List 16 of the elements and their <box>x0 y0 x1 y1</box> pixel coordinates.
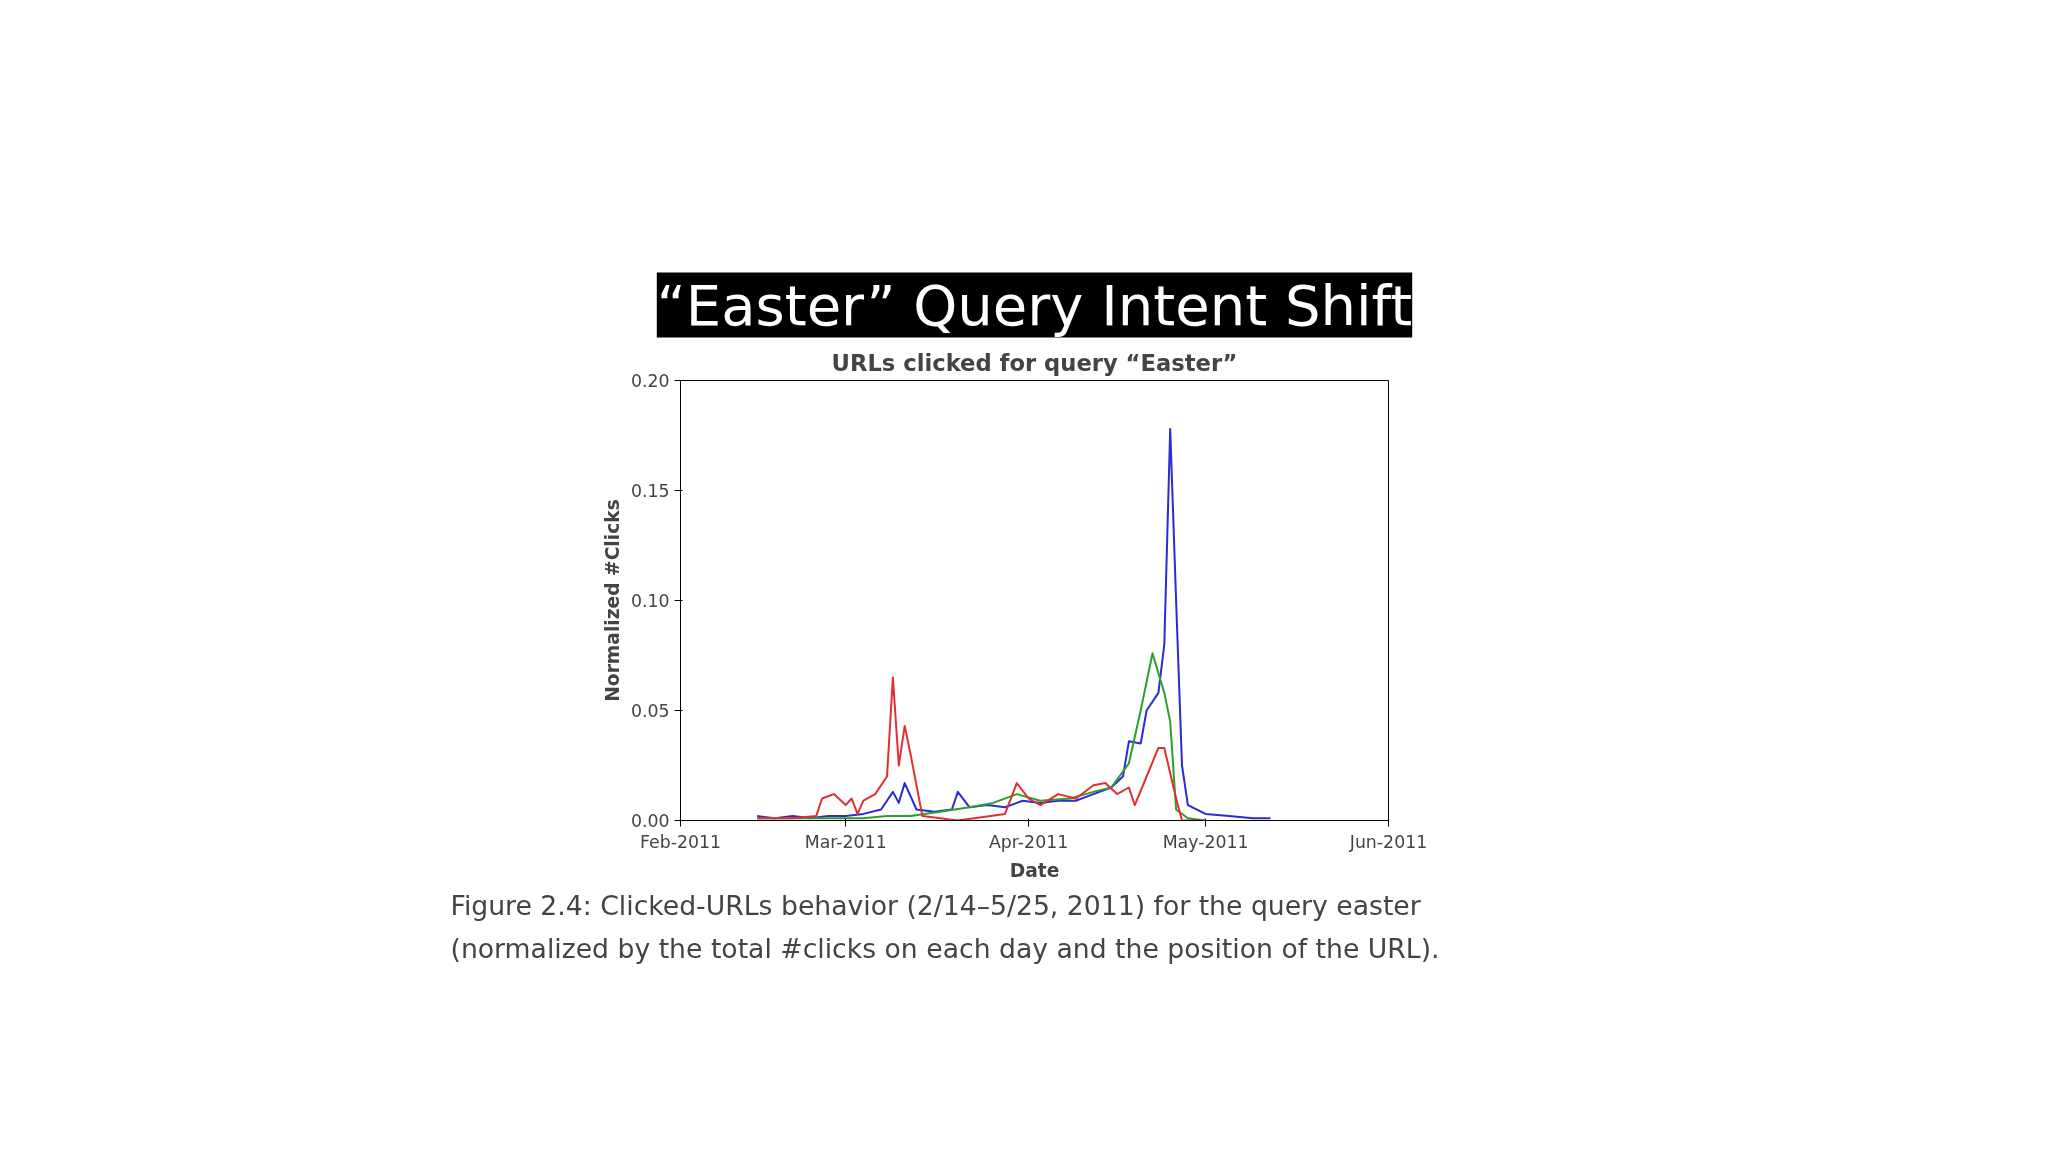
y-axis-title: Normalized #Clicks <box>601 499 623 702</box>
x-axis-title: Date <box>1009 859 1060 881</box>
y-tick-label: 0.05 <box>630 701 670 721</box>
y-tick-label: 0.00 <box>630 811 670 831</box>
line-series <box>756 427 1272 820</box>
x-tick-label: Feb-2011 <box>639 831 722 852</box>
chart-subtitle: URLs clicked for query “Easter” <box>831 349 1238 376</box>
chart-title: “Easter” Query Intent Shift <box>656 272 1413 338</box>
x-tick-label: Apr-2011 <box>988 831 1069 852</box>
x-tick-label: Mar-2011 <box>804 831 887 852</box>
y-tick-label: 0.10 <box>630 591 670 611</box>
caption: Figure 2.4: Clicked-URLs behavior (2/14–5/25, 2011) for the query easter (normalized by the total #clicks on each day and the position of the URL). <box>450 890 1440 965</box>
x-tick-label: Jun-2011 <box>1348 831 1428 852</box>
x-tick-label: May-2011 <box>1162 831 1249 852</box>
y-tick-label: 0.20 <box>630 371 670 391</box>
y-tick-label: 0.15 <box>630 481 670 501</box>
